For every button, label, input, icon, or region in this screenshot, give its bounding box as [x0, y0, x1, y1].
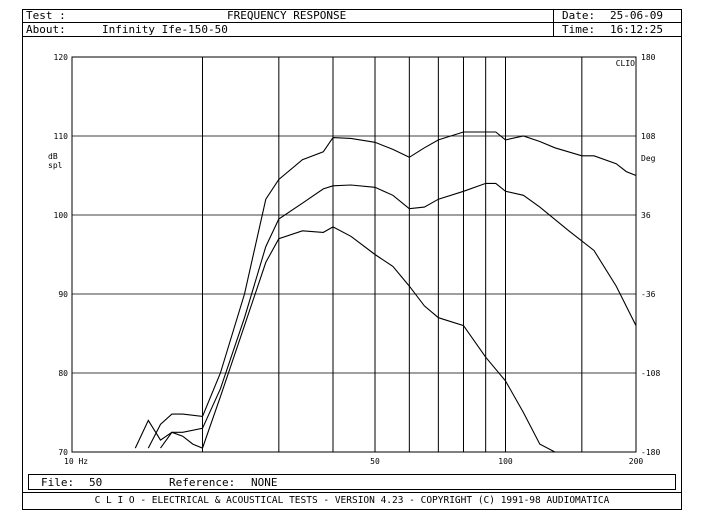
y-tick-label: 120 [54, 53, 69, 62]
y2-tick-label: 36 [641, 211, 651, 220]
y2-tick-label: 108 [641, 132, 656, 141]
header-divider-vertical [553, 9, 554, 36]
x-tick-label: 10 Hz [64, 457, 88, 466]
y2-tick-label: -108 [641, 369, 660, 378]
y2-tick-label: 180 [641, 53, 656, 62]
reference-value: NONE [251, 476, 278, 489]
y2-tick-label: -180 [641, 448, 660, 457]
y-tick-label: 70 [58, 448, 68, 457]
tick-labels-layer: 70 80 90 100 110 120 -180 -108 -36 36 108 180 10 Hz 5… [48, 53, 660, 466]
y-tick-label: 100 [54, 211, 69, 220]
reference-label: Reference: [169, 476, 236, 489]
frequency-response-chart: 70 80 90 100 110 120 -180 -108 -36 36 108 180 10 Hz 5… [48, 53, 660, 466]
plot-border [71, 56, 637, 453]
about-label: About: [26, 23, 66, 36]
file-value: 50 [89, 476, 103, 489]
x-tick-label: 200 [629, 457, 644, 466]
report-footer: File: 50 Reference: NONE C L I O - ELECT… [22, 472, 682, 510]
file-info-box: File: 50 Reference: NONE [28, 474, 676, 490]
file-label: File: [41, 476, 75, 489]
response-curve-2 [134, 182, 637, 449]
x-tick-label: 100 [498, 457, 513, 466]
clio-corner-label: CLIO [616, 59, 635, 68]
y2-axis-unit-label: Deg [641, 154, 656, 163]
grid-layer [71, 56, 637, 453]
y-axis-unit-label: dB [48, 152, 58, 161]
copyright-line: C L I O - ELECTRICAL & ACOUSTICAL TESTS … [22, 492, 682, 506]
x-tick-label: 50 [370, 457, 380, 466]
time-label: Time: [562, 23, 596, 36]
y-axis-unit-label: spl [48, 161, 63, 170]
y-tick-label: 110 [54, 132, 69, 141]
chart-area: 70 80 90 100 110 120 -180 -108 -36 36 108 180 10 Hz 5… [22, 37, 682, 472]
date-value: 25-06-09 [610, 9, 663, 22]
report-header: Test : FREQUENCY RESPONSE About: Infinit… [22, 9, 682, 37]
date-label: Date: [562, 9, 596, 22]
y-tick-label: 90 [58, 290, 68, 299]
report-title: FREQUENCY RESPONSE [227, 9, 347, 22]
time-value: 16:12:25 [610, 23, 663, 36]
response-curve-3 [160, 226, 556, 453]
y2-tick-label: -36 [641, 290, 656, 299]
header-divider-horizontal [22, 22, 682, 23]
curves-layer [134, 131, 637, 453]
response-curve-1 [147, 131, 637, 449]
clio-report-frame [22, 9, 682, 510]
test-label: Test : [26, 9, 66, 22]
y-tick-label: 80 [58, 369, 68, 378]
about-value: Infinity Ife-150-50 [102, 23, 228, 36]
